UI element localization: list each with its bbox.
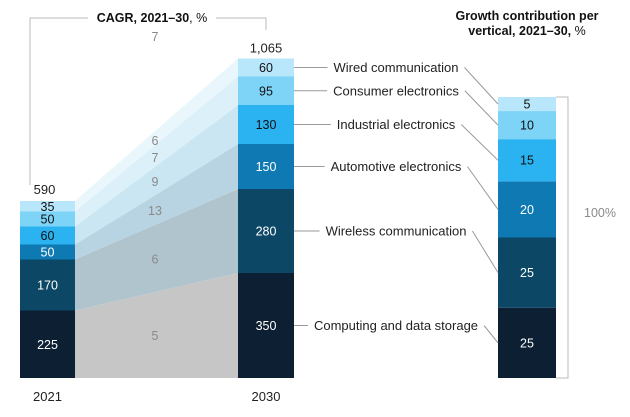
bar-2030-computing-and-data-storage [238,273,294,378]
value-label-2030-consumer-electronics: 95 [259,84,273,98]
cagr-industrial-electronics: 9 [152,175,159,189]
value-label-2021-wireless-communication: 170 [37,279,58,293]
x-label-2021: 2021 [33,389,62,404]
band-automotive-electronics [75,144,238,260]
legend-computing-and-data-storage: Computing and data storage [314,318,478,333]
cagr-title: CAGR, 2021–30, % [97,11,207,25]
contribution-bar-industrial-electronics [498,139,556,182]
band-wired-communication [75,58,238,212]
legend-industrial-electronics: Industrial electronics [337,117,456,132]
cagr-wireless-communication: 6 [152,252,159,266]
cagr-computing-and-data-storage: 5 [152,329,159,343]
contribution-label-automotive-electronics: 20 [520,203,534,217]
bar-2021-consumer-electronics [20,211,75,227]
cagr-total: 7 [152,30,159,44]
contribution-label-wired-communication: 5 [524,98,531,112]
value-label-2030-wireless-communication: 280 [256,225,277,239]
value-label-2030-automotive-electronics: 150 [256,160,277,174]
legend-consumer-electronics: Consumer electronics [333,83,459,98]
value-label-2030-computing-and-data-storage: 350 [256,319,277,333]
bar-2021-computing-and-data-storage [20,310,75,378]
contribution-bar-wired-communication [498,97,556,112]
band-computing-and-data-storage [75,273,238,378]
contribution-bar-automotive-electronics [498,181,556,238]
bars [20,58,556,378]
band-industrial-electronics [75,105,238,245]
contribution-bar-computing-and-data-storage [498,307,556,378]
bar-2030-consumer-electronics [238,76,294,105]
value-label-2021-computing-and-data-storage: 225 [37,338,58,352]
bar-2021-automotive-electronics [20,244,75,260]
contribution-label-consumer-electronics: 10 [520,119,534,133]
cagr-automotive-electronics: 13 [148,204,162,218]
x-label-2030: 2030 [252,389,281,404]
value-label-2021-wired-communication: 35 [41,200,55,214]
connector-right-consumer-electronics [464,90,499,126]
value-label-2021-automotive-electronics: 50 [41,246,55,260]
cagr-bands [75,58,238,378]
value-label-2030-wired-communication: 60 [259,61,273,75]
legend-automotive-electronics: Automotive electronics [331,159,462,174]
contribution-title-line-1: Growth contribution per [455,9,598,23]
total-label: 100% [584,206,616,220]
contribution-label-computing-and-data-storage: 25 [520,336,534,350]
total-bracket [556,96,569,379]
connector-right-wired-communication [464,67,499,105]
bar-2021-wireless-communication [20,259,75,311]
connector-right-computing-and-data-storage [483,325,499,344]
cagr-bracket-left [29,17,88,185]
bar-2021-industrial-electronics [20,226,75,245]
legend-wired-communication: Wired communication [334,60,459,75]
connector-right-industrial-electronics [460,124,499,161]
bar-2030-wired-communication [238,58,294,77]
bar-2030-automotive-electronics [238,144,294,189]
cagr-wired-communication: 6 [152,134,159,148]
value-label-2021-consumer-electronics: 50 [41,213,55,227]
bar-2021-wired-communication [20,201,75,212]
total-2030: 1,065 [250,41,283,56]
connector-right-automotive-electronics [466,166,499,210]
bar-2030-industrial-electronics [238,105,294,144]
contribution-label-wireless-communication: 25 [520,266,534,280]
band-wireless-communication [75,189,238,311]
contribution-bar-consumer-electronics [498,111,556,140]
cagr-bracket-right [216,17,267,30]
total-2021: 590 [34,182,56,197]
value-label-2021-industrial-electronics: 60 [41,229,55,243]
bar-2030-wireless-communication [238,189,294,273]
band-consumer-electronics [75,76,238,227]
contribution-label-industrial-electronics: 15 [520,154,534,168]
connector-right-wireless-communication [472,230,499,273]
labels: 2251705060503535028015013095605901,06520… [33,9,616,404]
contribution-title-line-2: vertical, 2021–30, % [468,24,585,38]
contribution-bar-wireless-communication [498,237,556,308]
legend-wireless-communication: Wireless communication [326,224,467,239]
value-label-2030-industrial-electronics: 130 [256,118,277,132]
guides [29,17,569,379]
cagr-consumer-electronics: 7 [152,151,159,165]
